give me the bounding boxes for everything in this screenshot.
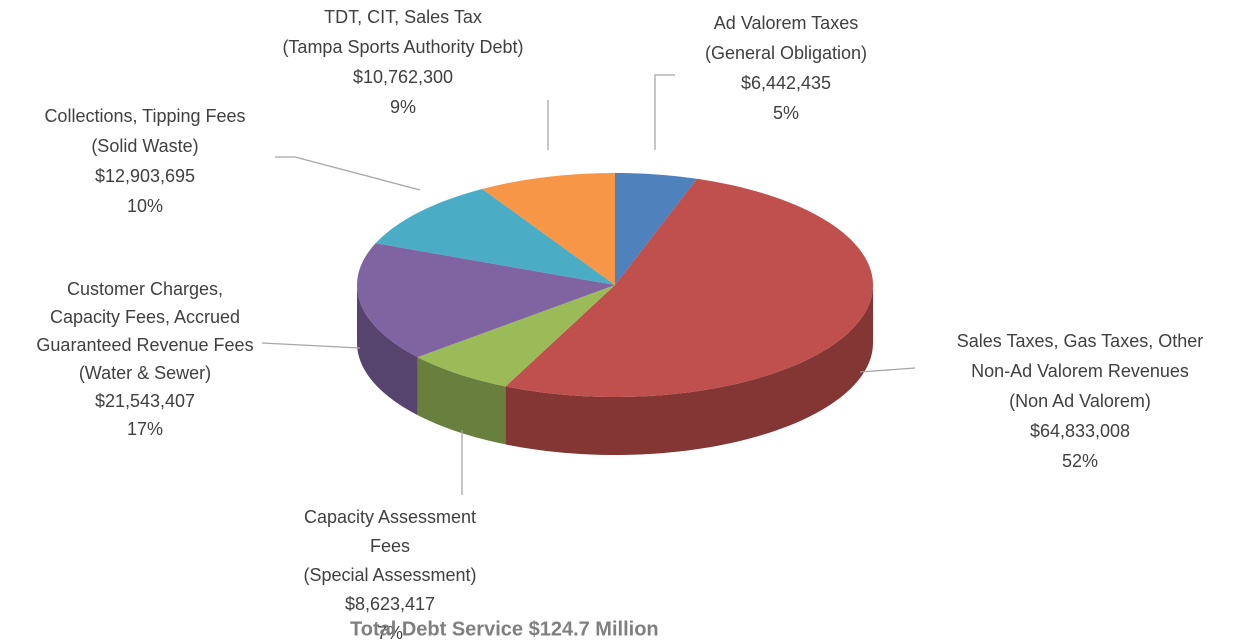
category-label: Collections, Tipping Fees — [44, 106, 245, 126]
leader-line — [654, 74, 675, 150]
category-label: Customer Charges, — [67, 279, 223, 299]
category-label: Capacity Fees, Accrued — [50, 307, 240, 327]
percent-label: 10% — [127, 196, 163, 216]
category-label: (Solid Waste) — [91, 136, 198, 156]
category-label: Guaranteed Revenue Fees — [36, 335, 253, 355]
percent-label: 5% — [773, 103, 799, 123]
category-label: (General Obligation) — [705, 43, 867, 63]
slice — [615, 173, 698, 285]
leader-line — [275, 156, 421, 191]
percent-label: 52% — [1062, 451, 1098, 471]
slice-side — [505, 285, 873, 455]
slice-side — [357, 285, 418, 416]
value-label: $64,833,008 — [1030, 421, 1130, 441]
percent-label: 9% — [390, 97, 416, 117]
slice — [482, 173, 615, 285]
value-label: $8,623,417 — [345, 594, 435, 614]
percent-label: 7% — [377, 623, 403, 643]
pie-tops — [357, 173, 873, 397]
value-label: $12,903,695 — [95, 166, 195, 186]
leader-line — [859, 367, 916, 373]
total-annotation: Total Debt Service $124.7 Million — [350, 618, 659, 640]
leader-line — [261, 342, 361, 349]
category-label: Fees — [370, 536, 410, 556]
pie-sides — [357, 285, 873, 455]
category-label: (Non Ad Valorem) — [1009, 391, 1151, 411]
category-label: (Water & Sewer) — [79, 363, 211, 383]
category-label: (Special Assessment) — [303, 565, 476, 585]
value-label: $21,543,407 — [95, 391, 195, 411]
category-label: Capacity Assessment — [304, 507, 476, 527]
slice — [375, 188, 615, 285]
value-label: $10,762,300 — [353, 67, 453, 87]
percent-label: 17% — [127, 419, 163, 439]
slice — [357, 243, 615, 358]
category-label: Sales Taxes, Gas Taxes, Other — [957, 331, 1203, 351]
value-label: $6,442,435 — [741, 73, 831, 93]
category-label: (Tampa Sports Authority Debt) — [282, 37, 523, 57]
slice — [505, 178, 873, 397]
slice-side — [417, 357, 506, 445]
category-label: Ad Valorem Taxes — [714, 13, 858, 33]
category-label: Non-Ad Valorem Revenues — [971, 361, 1189, 381]
category-label: TDT, CIT, Sales Tax — [324, 7, 482, 27]
slice — [417, 285, 615, 387]
labels: Ad Valorem Taxes (General Obligation) $6,4… — [36, 7, 1203, 643]
